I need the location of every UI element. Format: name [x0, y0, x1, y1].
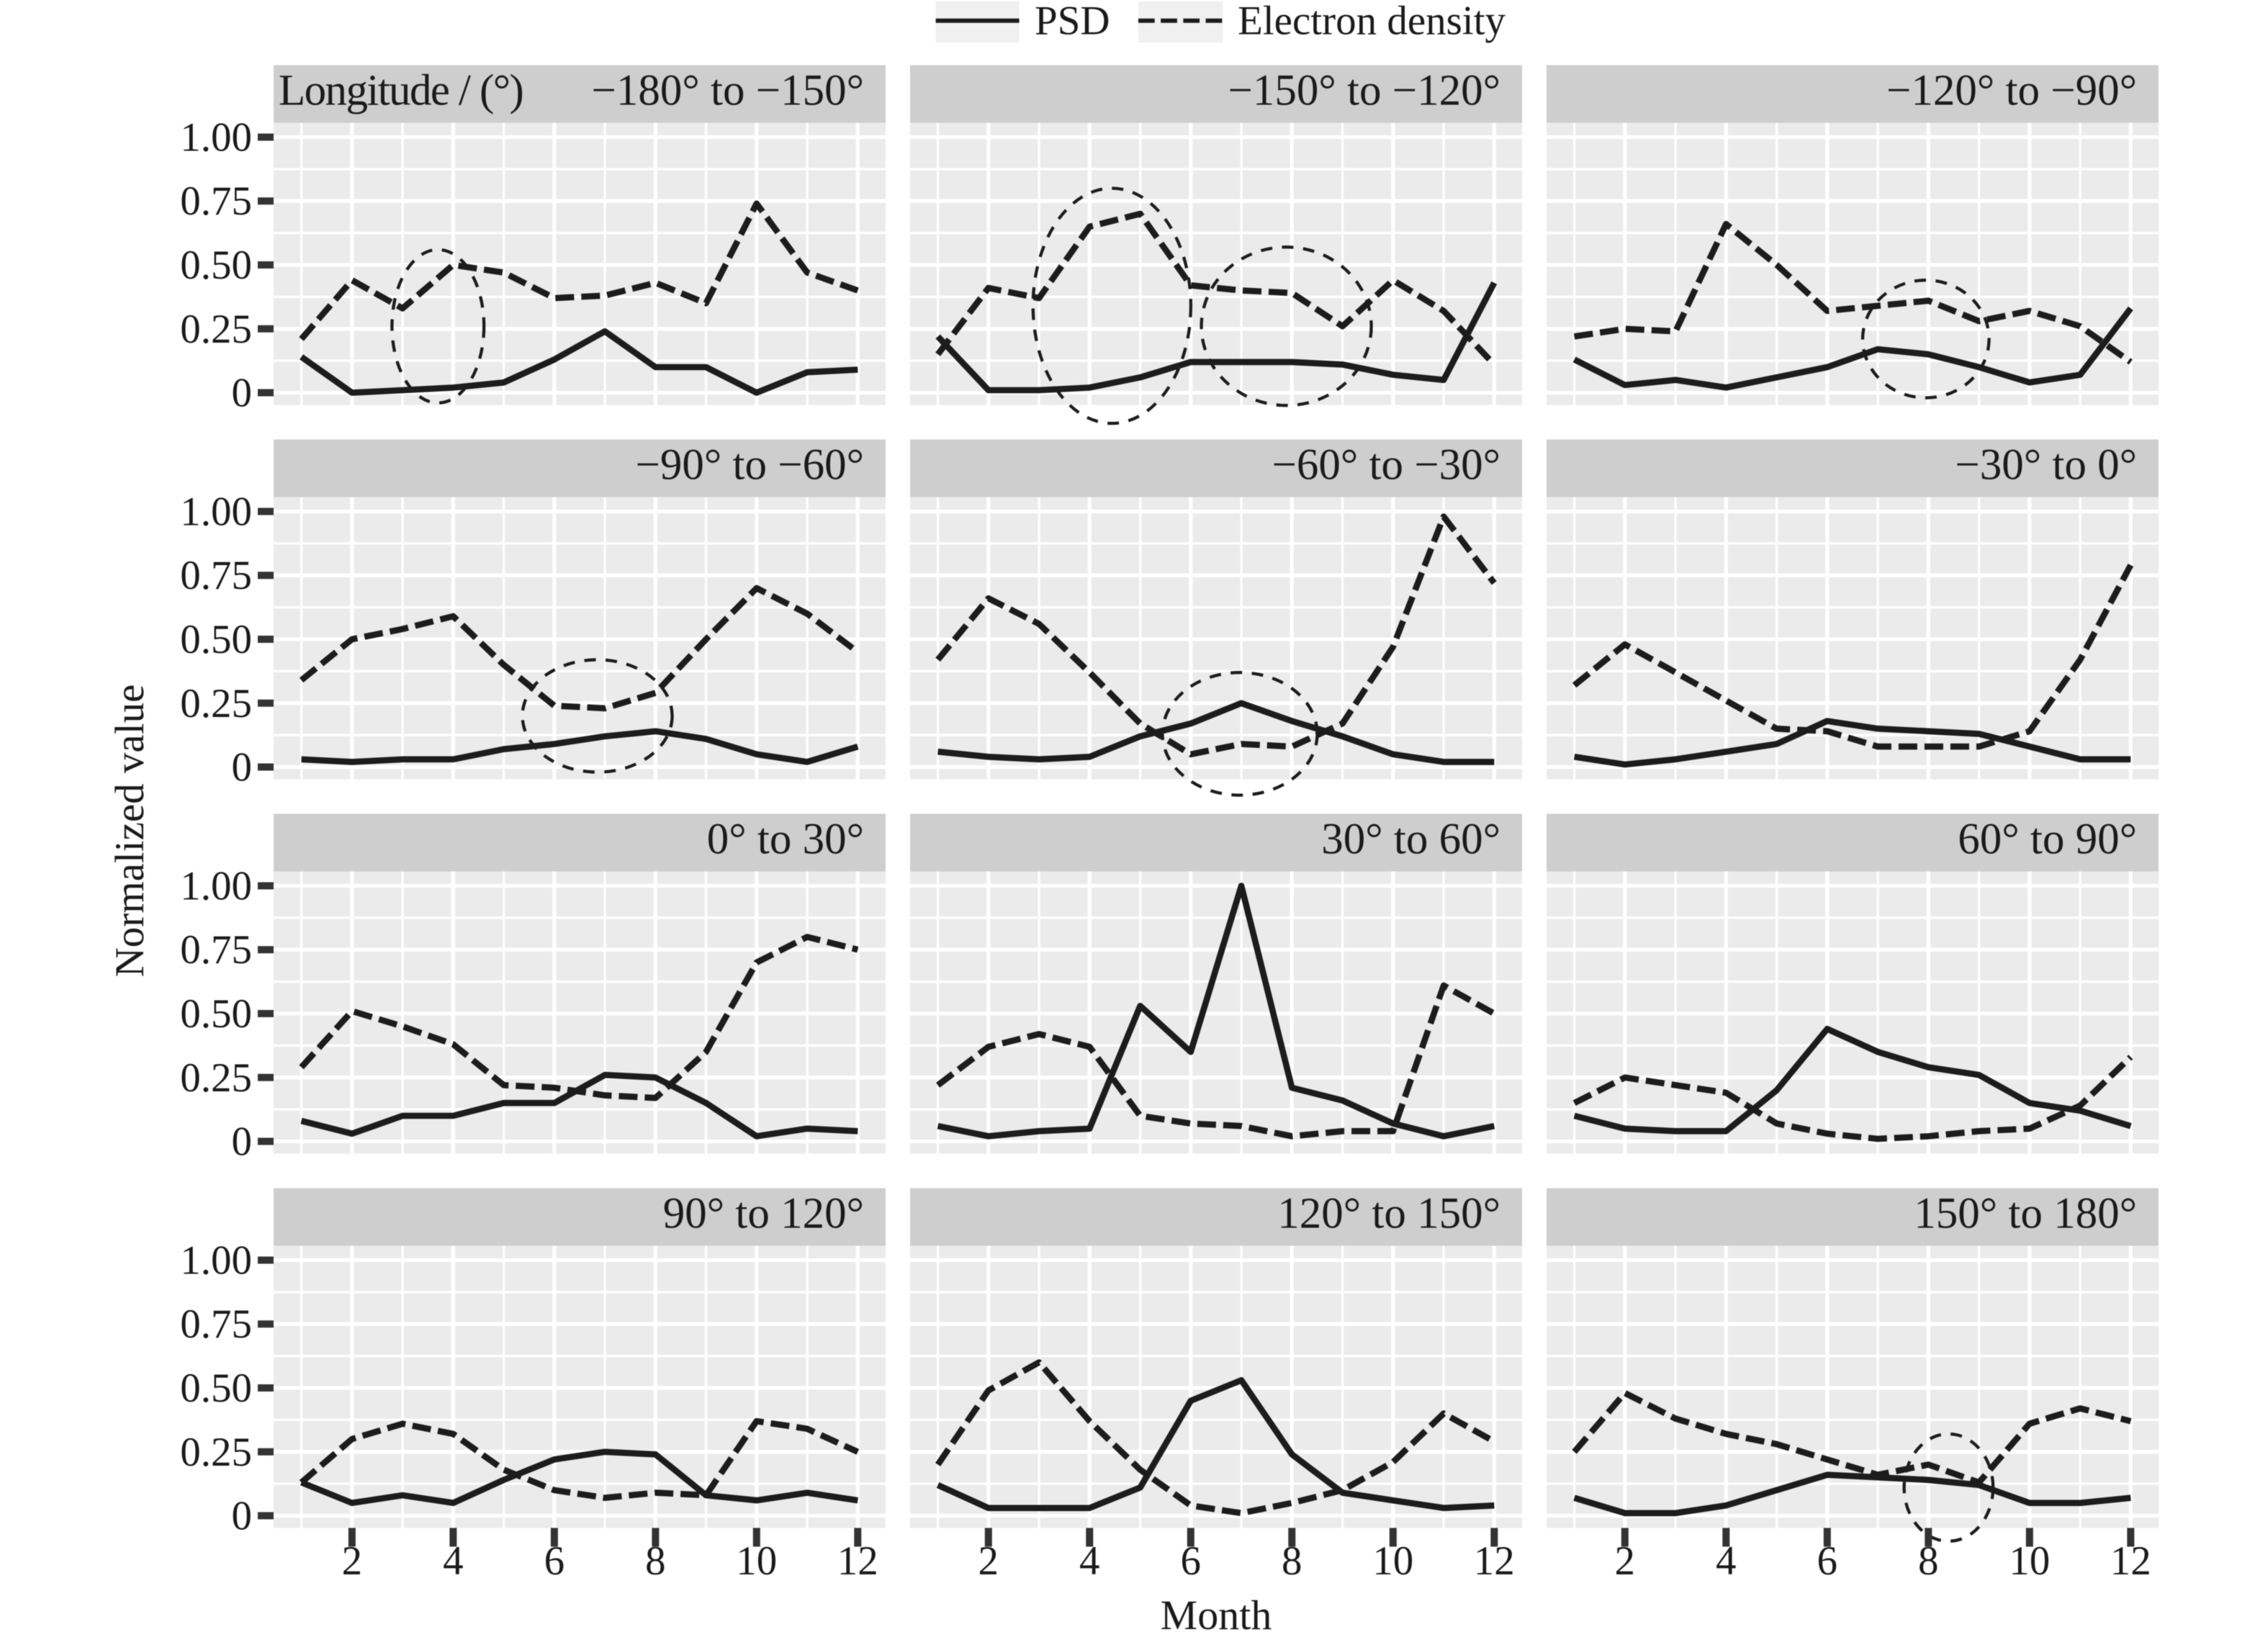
svg-text:8: 8 [645, 1538, 666, 1584]
svg-text:2: 2 [978, 1538, 999, 1584]
svg-text:Longitude / (°): Longitude / (°) [279, 67, 523, 115]
svg-text:4: 4 [1079, 1538, 1100, 1584]
svg-text:−150° to −120°: −150° to −120° [1228, 67, 1500, 115]
svg-text:2: 2 [342, 1538, 363, 1584]
svg-text:0.25: 0.25 [180, 1055, 252, 1101]
svg-text:0.75: 0.75 [180, 1302, 252, 1347]
svg-text:0.50: 0.50 [180, 1366, 252, 1411]
svg-text:0.50: 0.50 [180, 991, 252, 1037]
svg-text:6: 6 [1817, 1538, 1838, 1584]
svg-text:−120° to −90°: −120° to −90° [1886, 67, 2137, 115]
svg-text:1.00: 1.00 [180, 115, 252, 161]
svg-text:−90° to −60°: −90° to −60° [635, 441, 864, 490]
svg-text:10: 10 [1372, 1538, 1413, 1584]
svg-text:120° to 150°: 120° to 150° [1277, 1190, 1500, 1238]
svg-text:0: 0 [232, 371, 253, 416]
svg-text:8: 8 [1918, 1538, 1939, 1584]
svg-text:1.00: 1.00 [180, 490, 252, 535]
svg-text:0° to 30°: 0° to 30° [707, 816, 864, 864]
svg-text:10: 10 [2009, 1538, 2050, 1584]
svg-text:0: 0 [232, 745, 253, 790]
svg-text:4: 4 [443, 1538, 464, 1584]
svg-text:0.75: 0.75 [180, 927, 252, 973]
svg-text:6: 6 [544, 1538, 565, 1584]
svg-text:30° to 60°: 30° to 60° [1321, 816, 1500, 864]
svg-text:4: 4 [1716, 1538, 1737, 1584]
svg-text:Month: Month [1161, 1592, 1272, 1633]
svg-text:10: 10 [736, 1538, 777, 1584]
svg-text:150° to 180°: 150° to 180° [1914, 1190, 2137, 1238]
svg-text:60° to 90°: 60° to 90° [1958, 816, 2137, 864]
svg-text:Electron density: Electron density [1238, 0, 1506, 44]
svg-text:−30° to 0°: −30° to 0° [1955, 441, 2137, 490]
svg-text:0.25: 0.25 [180, 1430, 252, 1475]
svg-text:0: 0 [232, 1119, 253, 1165]
svg-text:0.75: 0.75 [180, 553, 252, 598]
svg-text:−60° to −30°: −60° to −30° [1272, 441, 1500, 490]
svg-text:90° to 120°: 90° to 120° [663, 1190, 864, 1238]
svg-text:1.00: 1.00 [180, 864, 252, 909]
svg-text:2: 2 [1615, 1538, 1636, 1584]
svg-text:12: 12 [837, 1538, 878, 1584]
svg-text:12: 12 [1474, 1538, 1515, 1584]
svg-text:1.00: 1.00 [180, 1238, 252, 1284]
svg-text:0.50: 0.50 [180, 617, 252, 662]
svg-text:8: 8 [1282, 1538, 1302, 1584]
svg-text:0.50: 0.50 [180, 243, 252, 288]
svg-text:−180° to −150°: −180° to −150° [591, 67, 864, 115]
svg-text:0.25: 0.25 [180, 681, 252, 726]
svg-text:0.25: 0.25 [180, 307, 252, 352]
svg-text:PSD: PSD [1035, 0, 1110, 44]
svg-text:Normalized value: Normalized value [107, 685, 153, 978]
svg-text:0: 0 [232, 1494, 253, 1539]
svg-text:6: 6 [1181, 1538, 1202, 1584]
svg-text:0.75: 0.75 [180, 179, 252, 224]
svg-text:12: 12 [2110, 1538, 2151, 1584]
